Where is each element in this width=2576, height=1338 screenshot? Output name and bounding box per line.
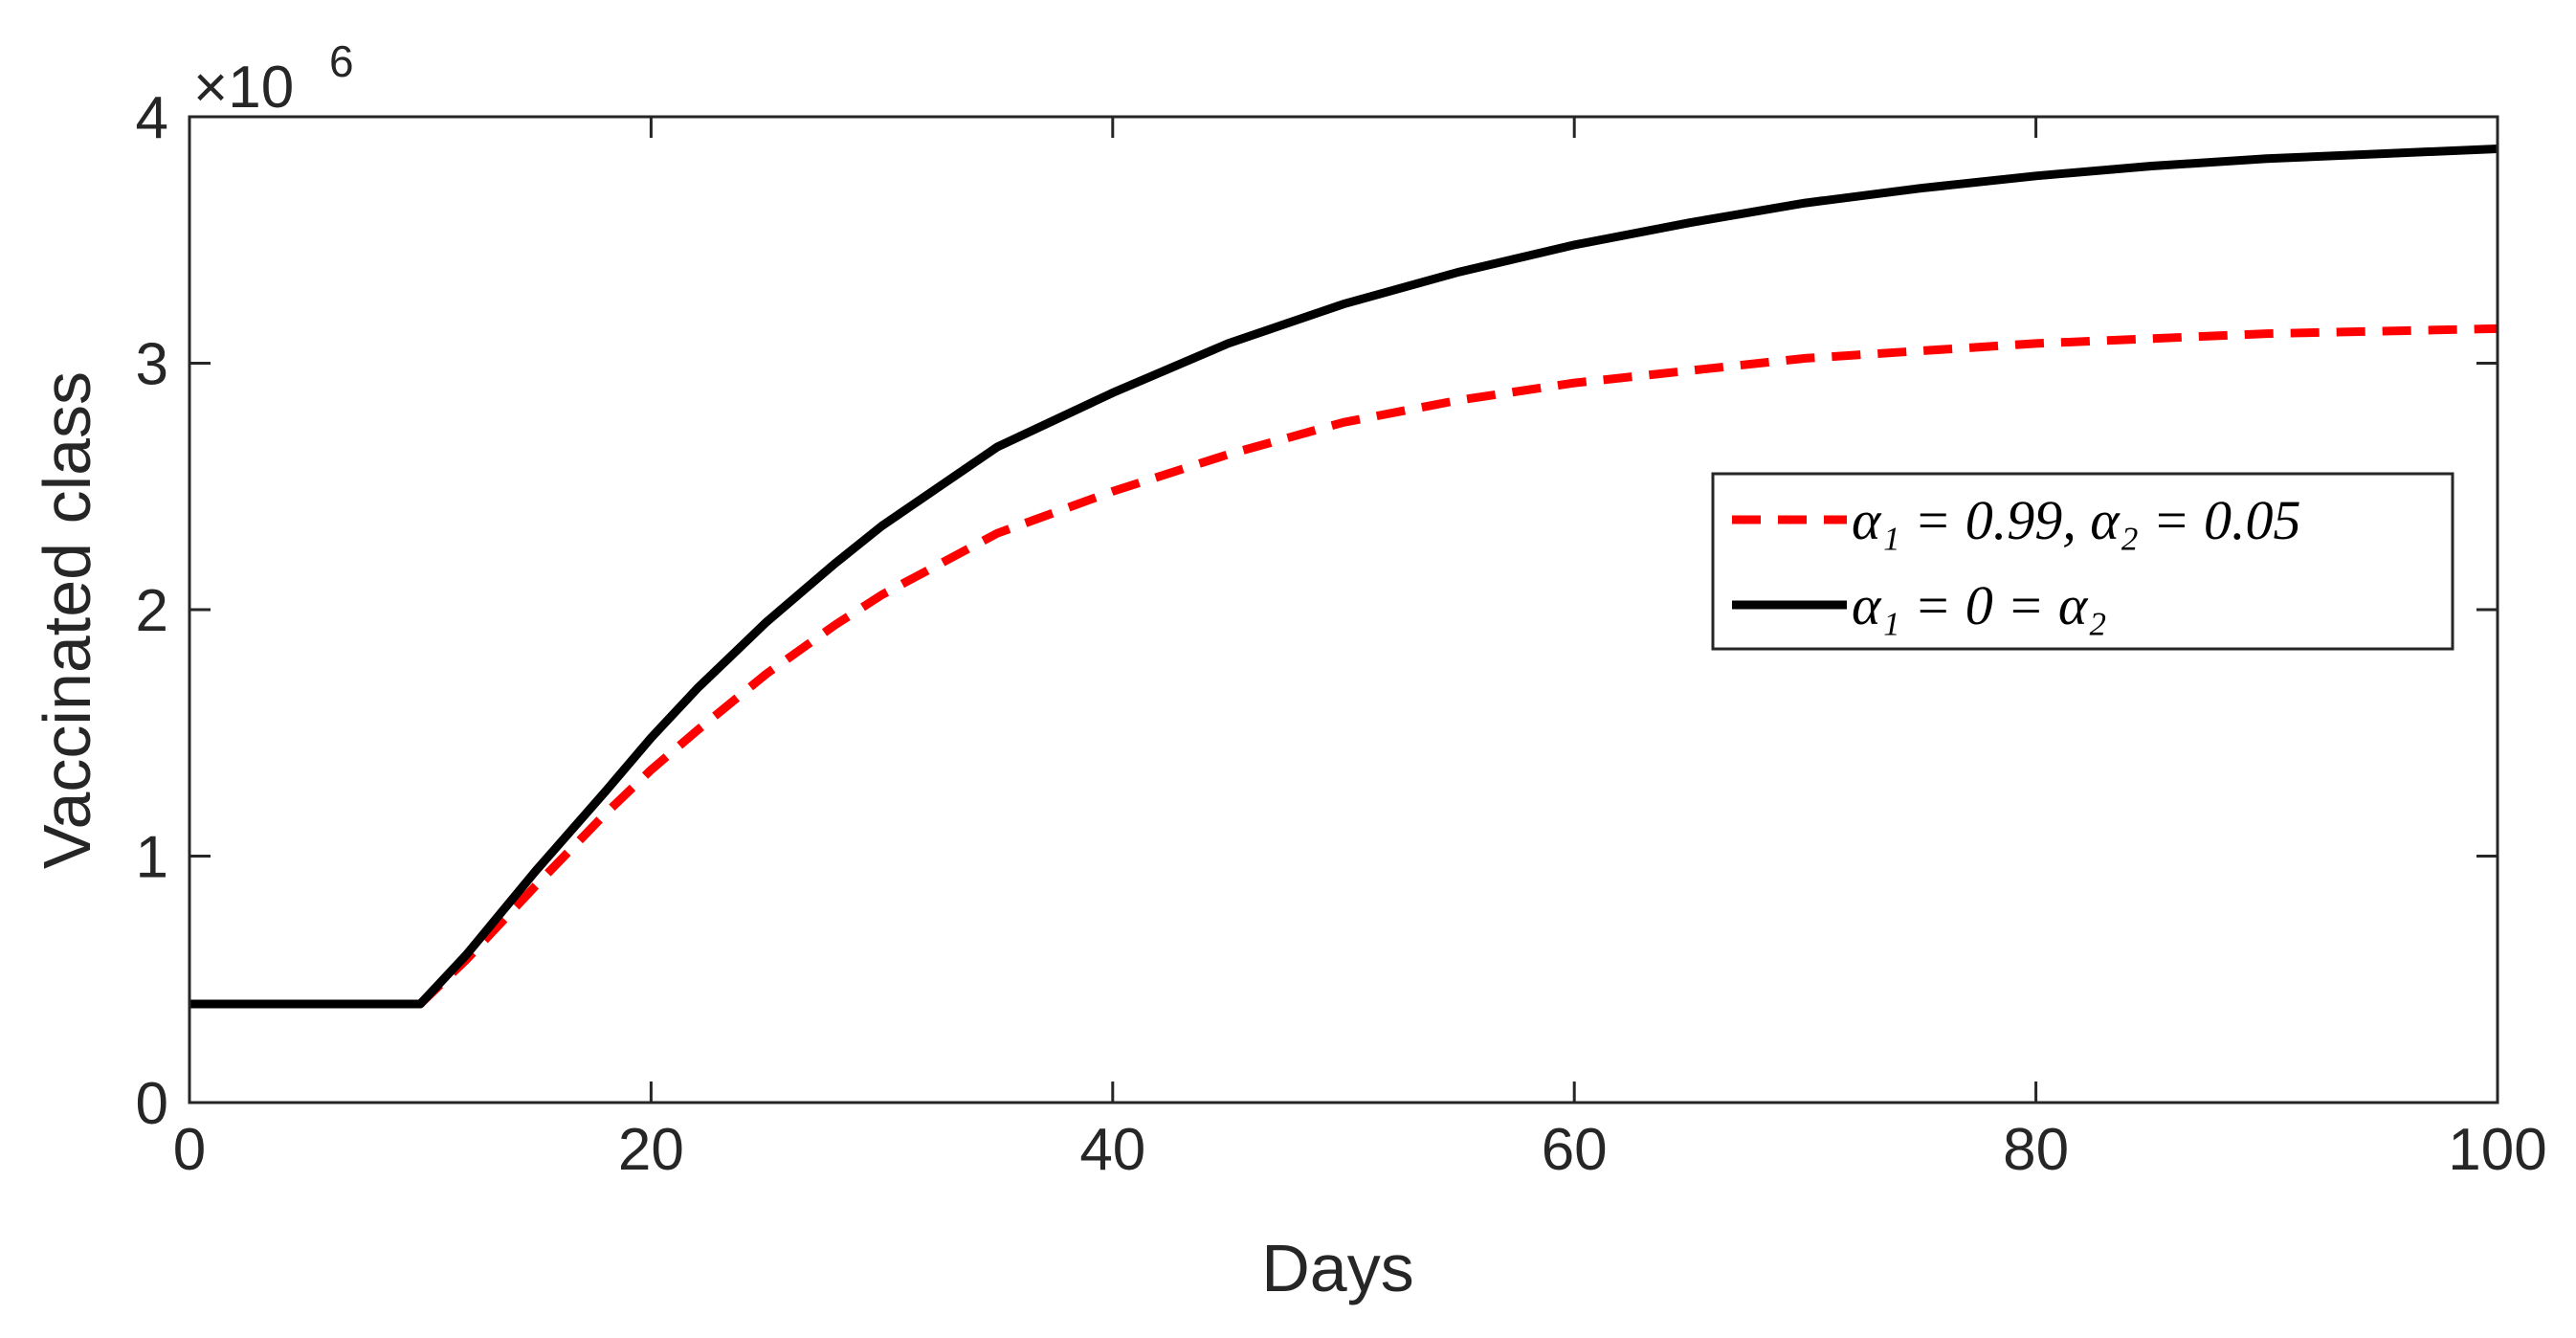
y-tick-label: 0 <box>136 1071 168 1137</box>
series-layer <box>189 145 2498 1009</box>
x-tick-label: 20 <box>618 1117 684 1183</box>
y-exponent-label: ×10 6 <box>193 36 354 121</box>
legend-label-series-1: α₁ = 0.99, α₂ = 0.05 <box>1852 489 2301 551</box>
legend-label-series-2: α₁ = 0 = α₂ <box>1852 574 2107 636</box>
series-line-solid-black <box>189 145 2498 1009</box>
x-tick-label: 40 <box>1079 1117 1145 1183</box>
tick-layer: 0 20 40 60 80 100 0 1 2 3 4 <box>136 85 2547 1183</box>
legend-box <box>1711 472 2454 651</box>
x-tick-label: 100 <box>2448 1117 2546 1183</box>
y-tick-label: 4 <box>136 85 168 151</box>
y-tick-label: 3 <box>136 332 168 398</box>
x-axis-title: Days <box>1261 1231 1413 1305</box>
x-tick-label: 0 <box>173 1117 206 1183</box>
x-tick-label: 60 <box>1542 1117 1608 1183</box>
x-tick-label: 80 <box>2003 1117 2069 1183</box>
y-exponent-power: 6 <box>329 36 354 86</box>
y-tick-label: 1 <box>136 825 168 891</box>
y-axis-title: Vaccinated class <box>30 371 104 869</box>
legend: α₁ = 0.99, α₂ = 0.05 α₁ = 0 = α₂ <box>1711 472 2454 651</box>
y-exponent-base: ×10 <box>193 55 294 121</box>
y-tick-label: 2 <box>136 578 168 644</box>
series-line-dashed-red <box>189 323 2498 1009</box>
